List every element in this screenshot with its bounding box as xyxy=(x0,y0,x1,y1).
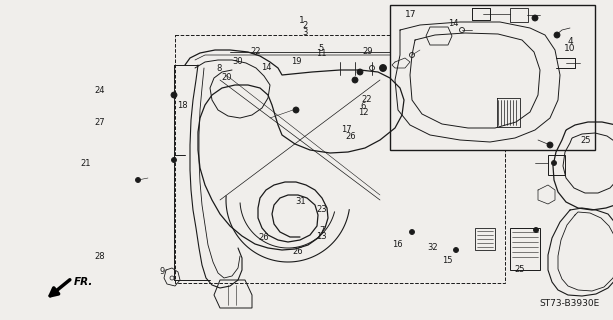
Text: 18: 18 xyxy=(177,101,188,110)
Text: 2: 2 xyxy=(302,21,307,30)
Text: 17: 17 xyxy=(405,10,416,19)
Text: 12: 12 xyxy=(357,108,368,116)
Bar xyxy=(390,5,595,150)
Circle shape xyxy=(172,157,177,163)
Text: FR.: FR. xyxy=(74,277,93,287)
Text: ST73-B3930E: ST73-B3930E xyxy=(540,299,600,308)
Text: 23: 23 xyxy=(316,205,327,214)
Text: 3: 3 xyxy=(302,28,307,36)
Text: 24: 24 xyxy=(94,86,105,95)
Text: 13: 13 xyxy=(316,232,327,241)
Text: 1: 1 xyxy=(299,16,305,25)
Bar xyxy=(175,35,505,283)
Text: 28: 28 xyxy=(94,252,105,261)
Text: 10: 10 xyxy=(565,44,576,52)
Text: 30: 30 xyxy=(232,57,243,66)
Text: 11: 11 xyxy=(316,49,327,58)
Text: 14: 14 xyxy=(261,63,272,72)
Circle shape xyxy=(409,229,414,235)
Text: 27: 27 xyxy=(94,118,105,127)
Circle shape xyxy=(379,65,387,71)
Text: 6: 6 xyxy=(360,102,365,111)
Text: 8: 8 xyxy=(217,64,222,73)
Text: 25: 25 xyxy=(581,136,592,145)
Text: 16: 16 xyxy=(392,240,403,249)
Text: 26: 26 xyxy=(345,132,356,140)
Text: 32: 32 xyxy=(427,243,438,252)
Circle shape xyxy=(352,77,358,83)
Circle shape xyxy=(554,32,560,38)
Circle shape xyxy=(533,228,538,233)
Circle shape xyxy=(135,178,140,182)
Text: 19: 19 xyxy=(291,57,302,66)
Circle shape xyxy=(293,107,299,113)
Text: 17: 17 xyxy=(341,125,352,134)
Circle shape xyxy=(532,15,538,21)
Text: 7: 7 xyxy=(319,226,324,235)
Circle shape xyxy=(171,92,177,98)
Text: 25: 25 xyxy=(514,265,525,274)
Text: 22: 22 xyxy=(250,47,261,56)
Text: 5: 5 xyxy=(319,44,324,52)
Text: 21: 21 xyxy=(80,159,91,168)
Circle shape xyxy=(547,142,553,148)
Text: 22: 22 xyxy=(361,95,372,104)
Bar xyxy=(510,8,528,22)
Text: 26: 26 xyxy=(292,247,303,256)
Circle shape xyxy=(552,161,557,165)
Text: 15: 15 xyxy=(442,256,453,265)
Text: 9: 9 xyxy=(160,267,165,276)
Text: 14: 14 xyxy=(448,19,459,28)
Text: 31: 31 xyxy=(295,197,306,206)
Circle shape xyxy=(357,69,363,75)
Text: 20: 20 xyxy=(221,73,232,82)
Text: 26: 26 xyxy=(258,233,269,242)
Text: 4: 4 xyxy=(567,37,573,46)
Circle shape xyxy=(454,247,459,252)
Text: 29: 29 xyxy=(362,47,373,56)
